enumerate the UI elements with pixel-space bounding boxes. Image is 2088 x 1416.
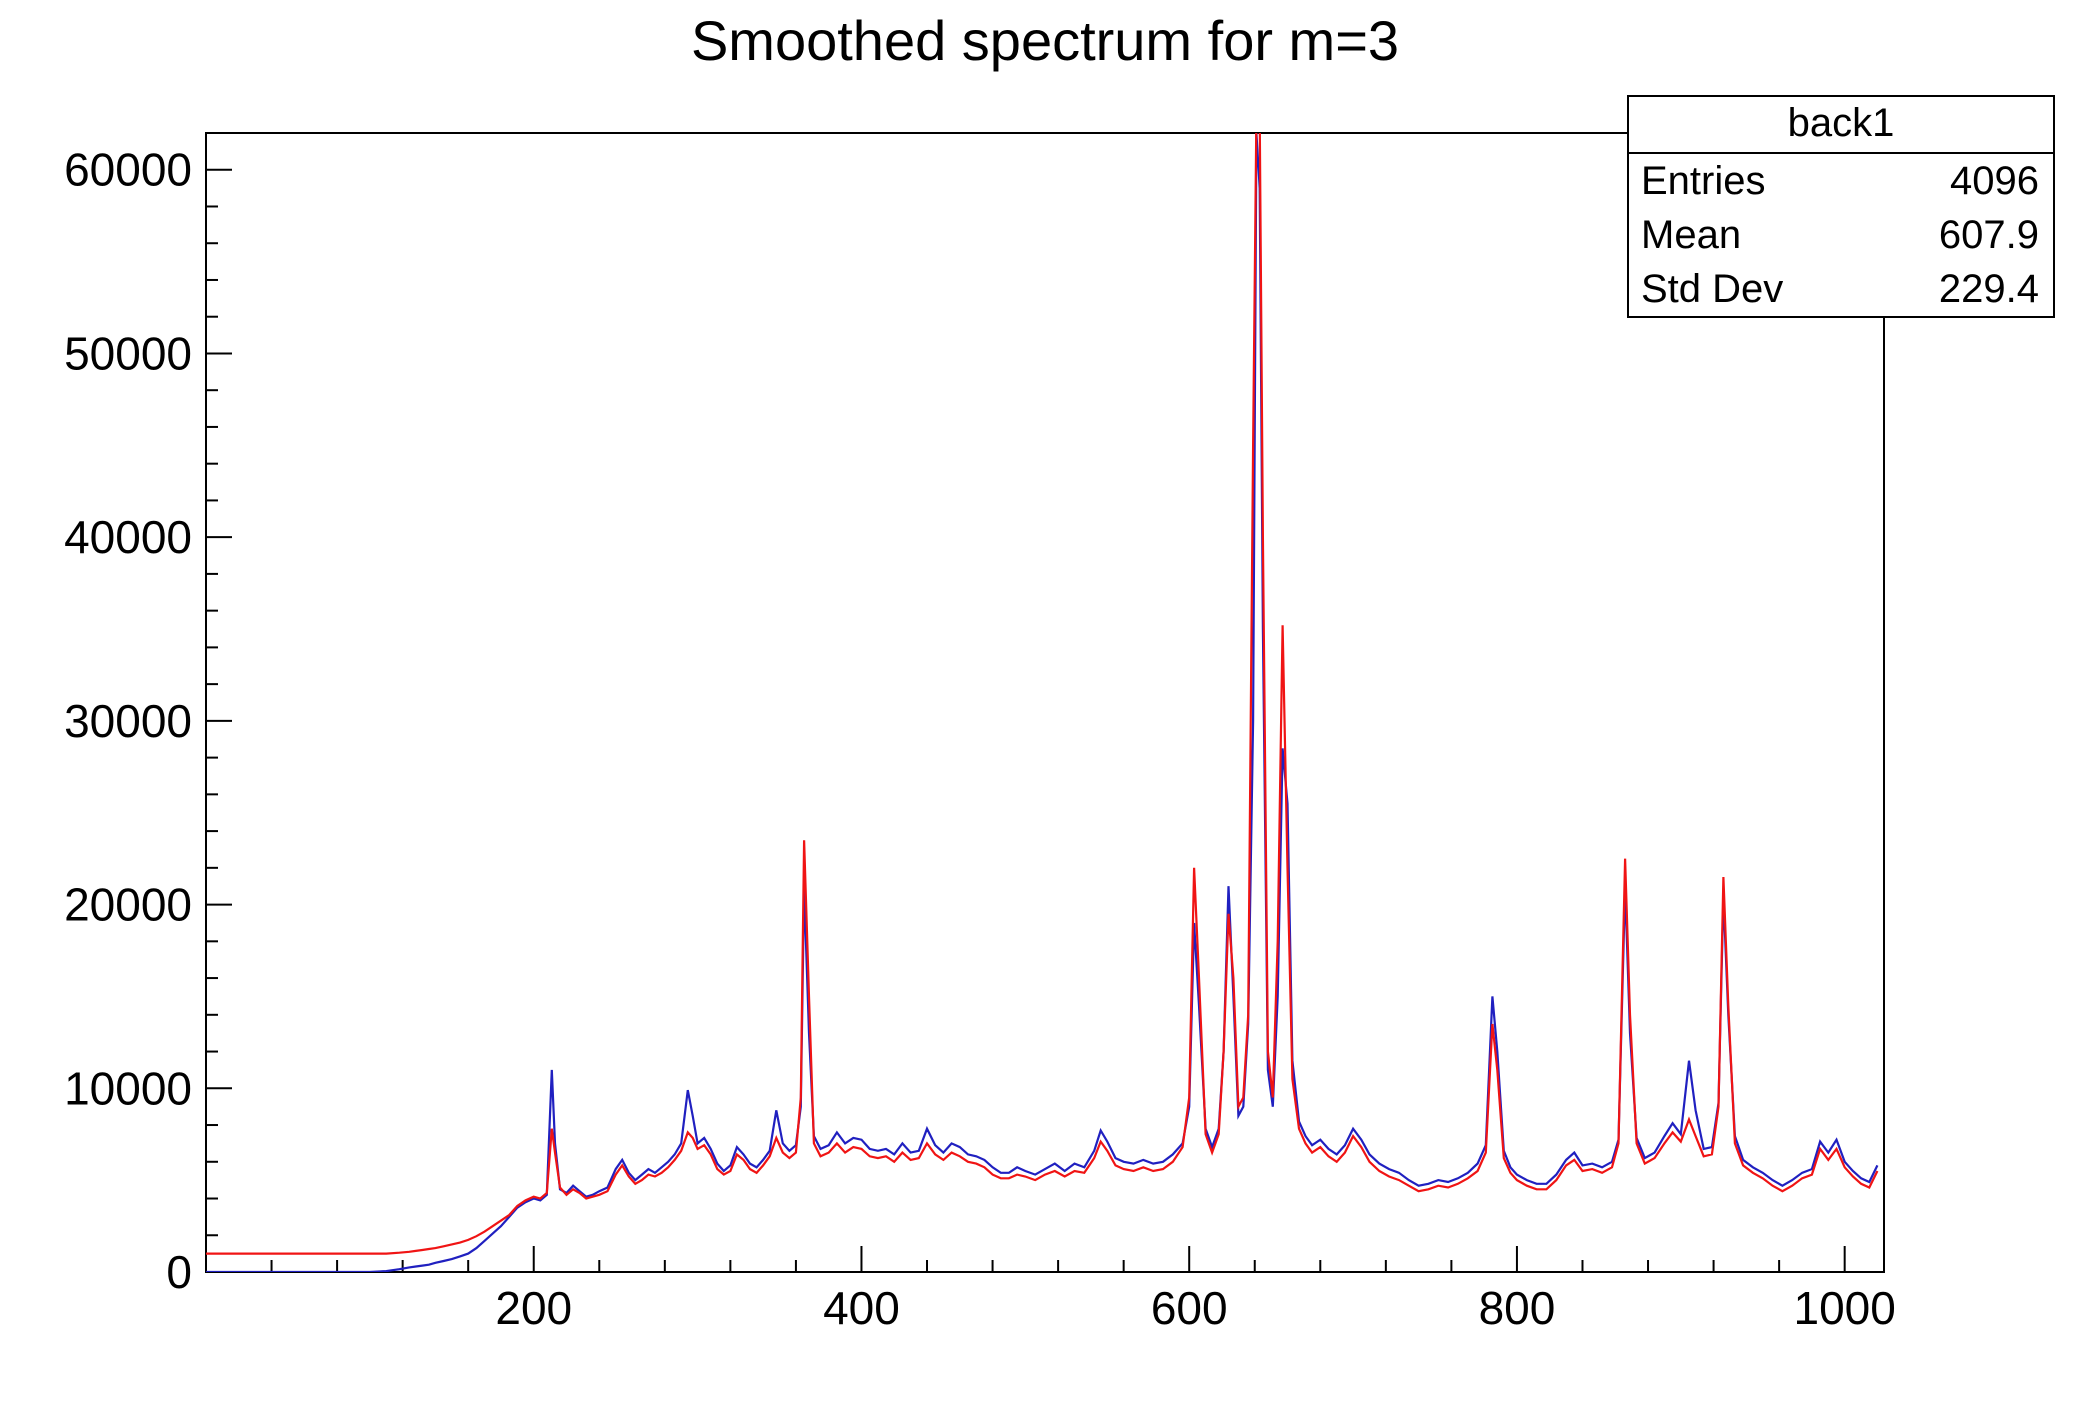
x-tick-label: 1000 bbox=[1794, 1282, 1896, 1334]
plot-frame bbox=[205, 132, 1885, 1273]
stats-entries-label: Entries bbox=[1641, 159, 1766, 203]
stats-mean-value: 607.9 bbox=[1938, 213, 2039, 257]
y-tick-label: 60000 bbox=[64, 144, 192, 196]
y-tick-label: 50000 bbox=[64, 327, 192, 379]
x-tick-label: 200 bbox=[495, 1282, 572, 1334]
chart-title: Smoothed spectrum for m=3 bbox=[690, 9, 1400, 72]
stats-stddev-label: Std Dev bbox=[1641, 267, 1784, 311]
y-tick-label: 0 bbox=[166, 1246, 192, 1298]
x-tick-label: 600 bbox=[1151, 1282, 1228, 1334]
stats-stddev-value: 229.4 bbox=[1938, 267, 2039, 311]
stats-entries-value: 4096 bbox=[1950, 159, 2039, 203]
y-tick-label: 40000 bbox=[64, 511, 192, 563]
stats-row-stddev: Std Dev 229.4 bbox=[1629, 262, 2053, 316]
stats-box-title: back1 bbox=[1629, 97, 2053, 154]
original-spectrum-line bbox=[206, 133, 1879, 1272]
stats-box: back1 Entries 4096 Mean 607.9 Std Dev 22… bbox=[1627, 95, 2055, 318]
y-tick-label: 10000 bbox=[64, 1062, 192, 1114]
smoothed-spectrum-line bbox=[206, 133, 1879, 1255]
stats-mean-label: Mean bbox=[1641, 213, 1742, 257]
stats-row-mean: Mean 607.9 bbox=[1629, 208, 2053, 262]
y-tick-label: 30000 bbox=[64, 695, 192, 747]
x-tick-label: 800 bbox=[1479, 1282, 1556, 1334]
y-tick-label: 20000 bbox=[64, 879, 192, 931]
stats-row-entries: Entries 4096 bbox=[1629, 154, 2053, 208]
x-tick-label: 400 bbox=[823, 1282, 900, 1334]
